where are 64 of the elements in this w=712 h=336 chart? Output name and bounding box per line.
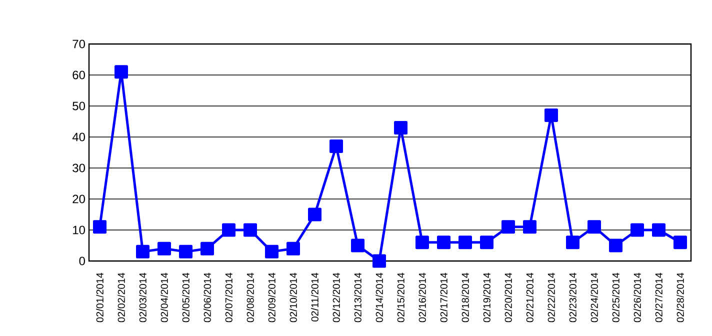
point [158, 242, 172, 256]
point [136, 244, 150, 258]
point [372, 254, 386, 268]
point [330, 140, 344, 154]
point [458, 236, 472, 250]
x-tick-label: 02/18/2014 [462, 272, 469, 322]
point [222, 223, 236, 237]
x-tick-label: 02/04/2014 [160, 272, 168, 322]
x-tick-label: 02/06/2014 [204, 272, 211, 322]
point [200, 242, 214, 256]
point [308, 208, 322, 222]
x-tick-label: 02/05/2014 [182, 272, 190, 322]
y-tick-label: 60 [72, 70, 86, 80]
y-tick-label: 70 [72, 40, 86, 48]
x-tick-label: 02/25/2014 [612, 272, 620, 322]
point [394, 120, 408, 134]
x-tick-label: 02/19/2014 [483, 272, 490, 322]
y-tick-label: 10 [73, 226, 86, 234]
point [609, 238, 622, 252]
point [265, 244, 279, 258]
x-tick-label: 02/16/2014 [418, 272, 426, 322]
point [523, 220, 536, 234]
x-tick-label: 02/24/2014 [590, 272, 598, 322]
x-tick-label: 02/01/2014 [96, 272, 104, 322]
x-tick-label: 02/17/2014 [440, 272, 448, 322]
point [673, 236, 687, 250]
y-tick-label: 20 [72, 194, 86, 204]
x-tick-label: 02/28/2014 [676, 272, 684, 322]
x-tick-label: 02/27/2014 [655, 272, 662, 322]
x-tick-label: 02/14/2014 [376, 272, 383, 322]
point [544, 108, 558, 122]
point [587, 220, 601, 234]
x-tick-label: 02/22/2014 [548, 272, 555, 322]
point [437, 236, 450, 250]
x-tick-label: 02/26/2014 [634, 272, 641, 322]
x-tick-label: 02/13/2014 [354, 272, 362, 322]
x-tick-label: 02/23/2014 [569, 272, 576, 322]
point [93, 220, 107, 234]
x-tick-label: 02/20/2014 [504, 272, 512, 322]
x-tick-label: 02/10/2014 [290, 272, 297, 322]
x-tick-label: 02/09/2014 [268, 272, 276, 322]
x-tick-label: 02/08/2014 [246, 272, 254, 322]
point [286, 242, 300, 256]
point [351, 238, 364, 252]
point [630, 223, 644, 237]
point [114, 65, 128, 79]
x-tick-label: 02/07/2014 [225, 272, 232, 322]
x-tick-label: 02/12/2014 [332, 272, 340, 322]
point [480, 236, 494, 250]
point [244, 223, 258, 237]
x-tick-label: 02/15/2014 [397, 272, 404, 322]
x-tick-label: 02/21/2014 [526, 272, 534, 322]
y-tick-label: 40 [72, 132, 86, 142]
point [179, 244, 193, 258]
y-tick-label: 0 [79, 256, 86, 266]
point [566, 236, 580, 250]
x-tick-label: 02/11/2014 [311, 272, 318, 322]
y-tick-label: 30 [72, 164, 86, 172]
point [502, 220, 515, 234]
point [652, 223, 666, 237]
y-tick-label: 50 [72, 102, 86, 110]
x-tick-label: 02/03/2014 [139, 272, 146, 322]
point [416, 236, 429, 250]
x-tick-label: 02/02/2014 [118, 272, 125, 322]
